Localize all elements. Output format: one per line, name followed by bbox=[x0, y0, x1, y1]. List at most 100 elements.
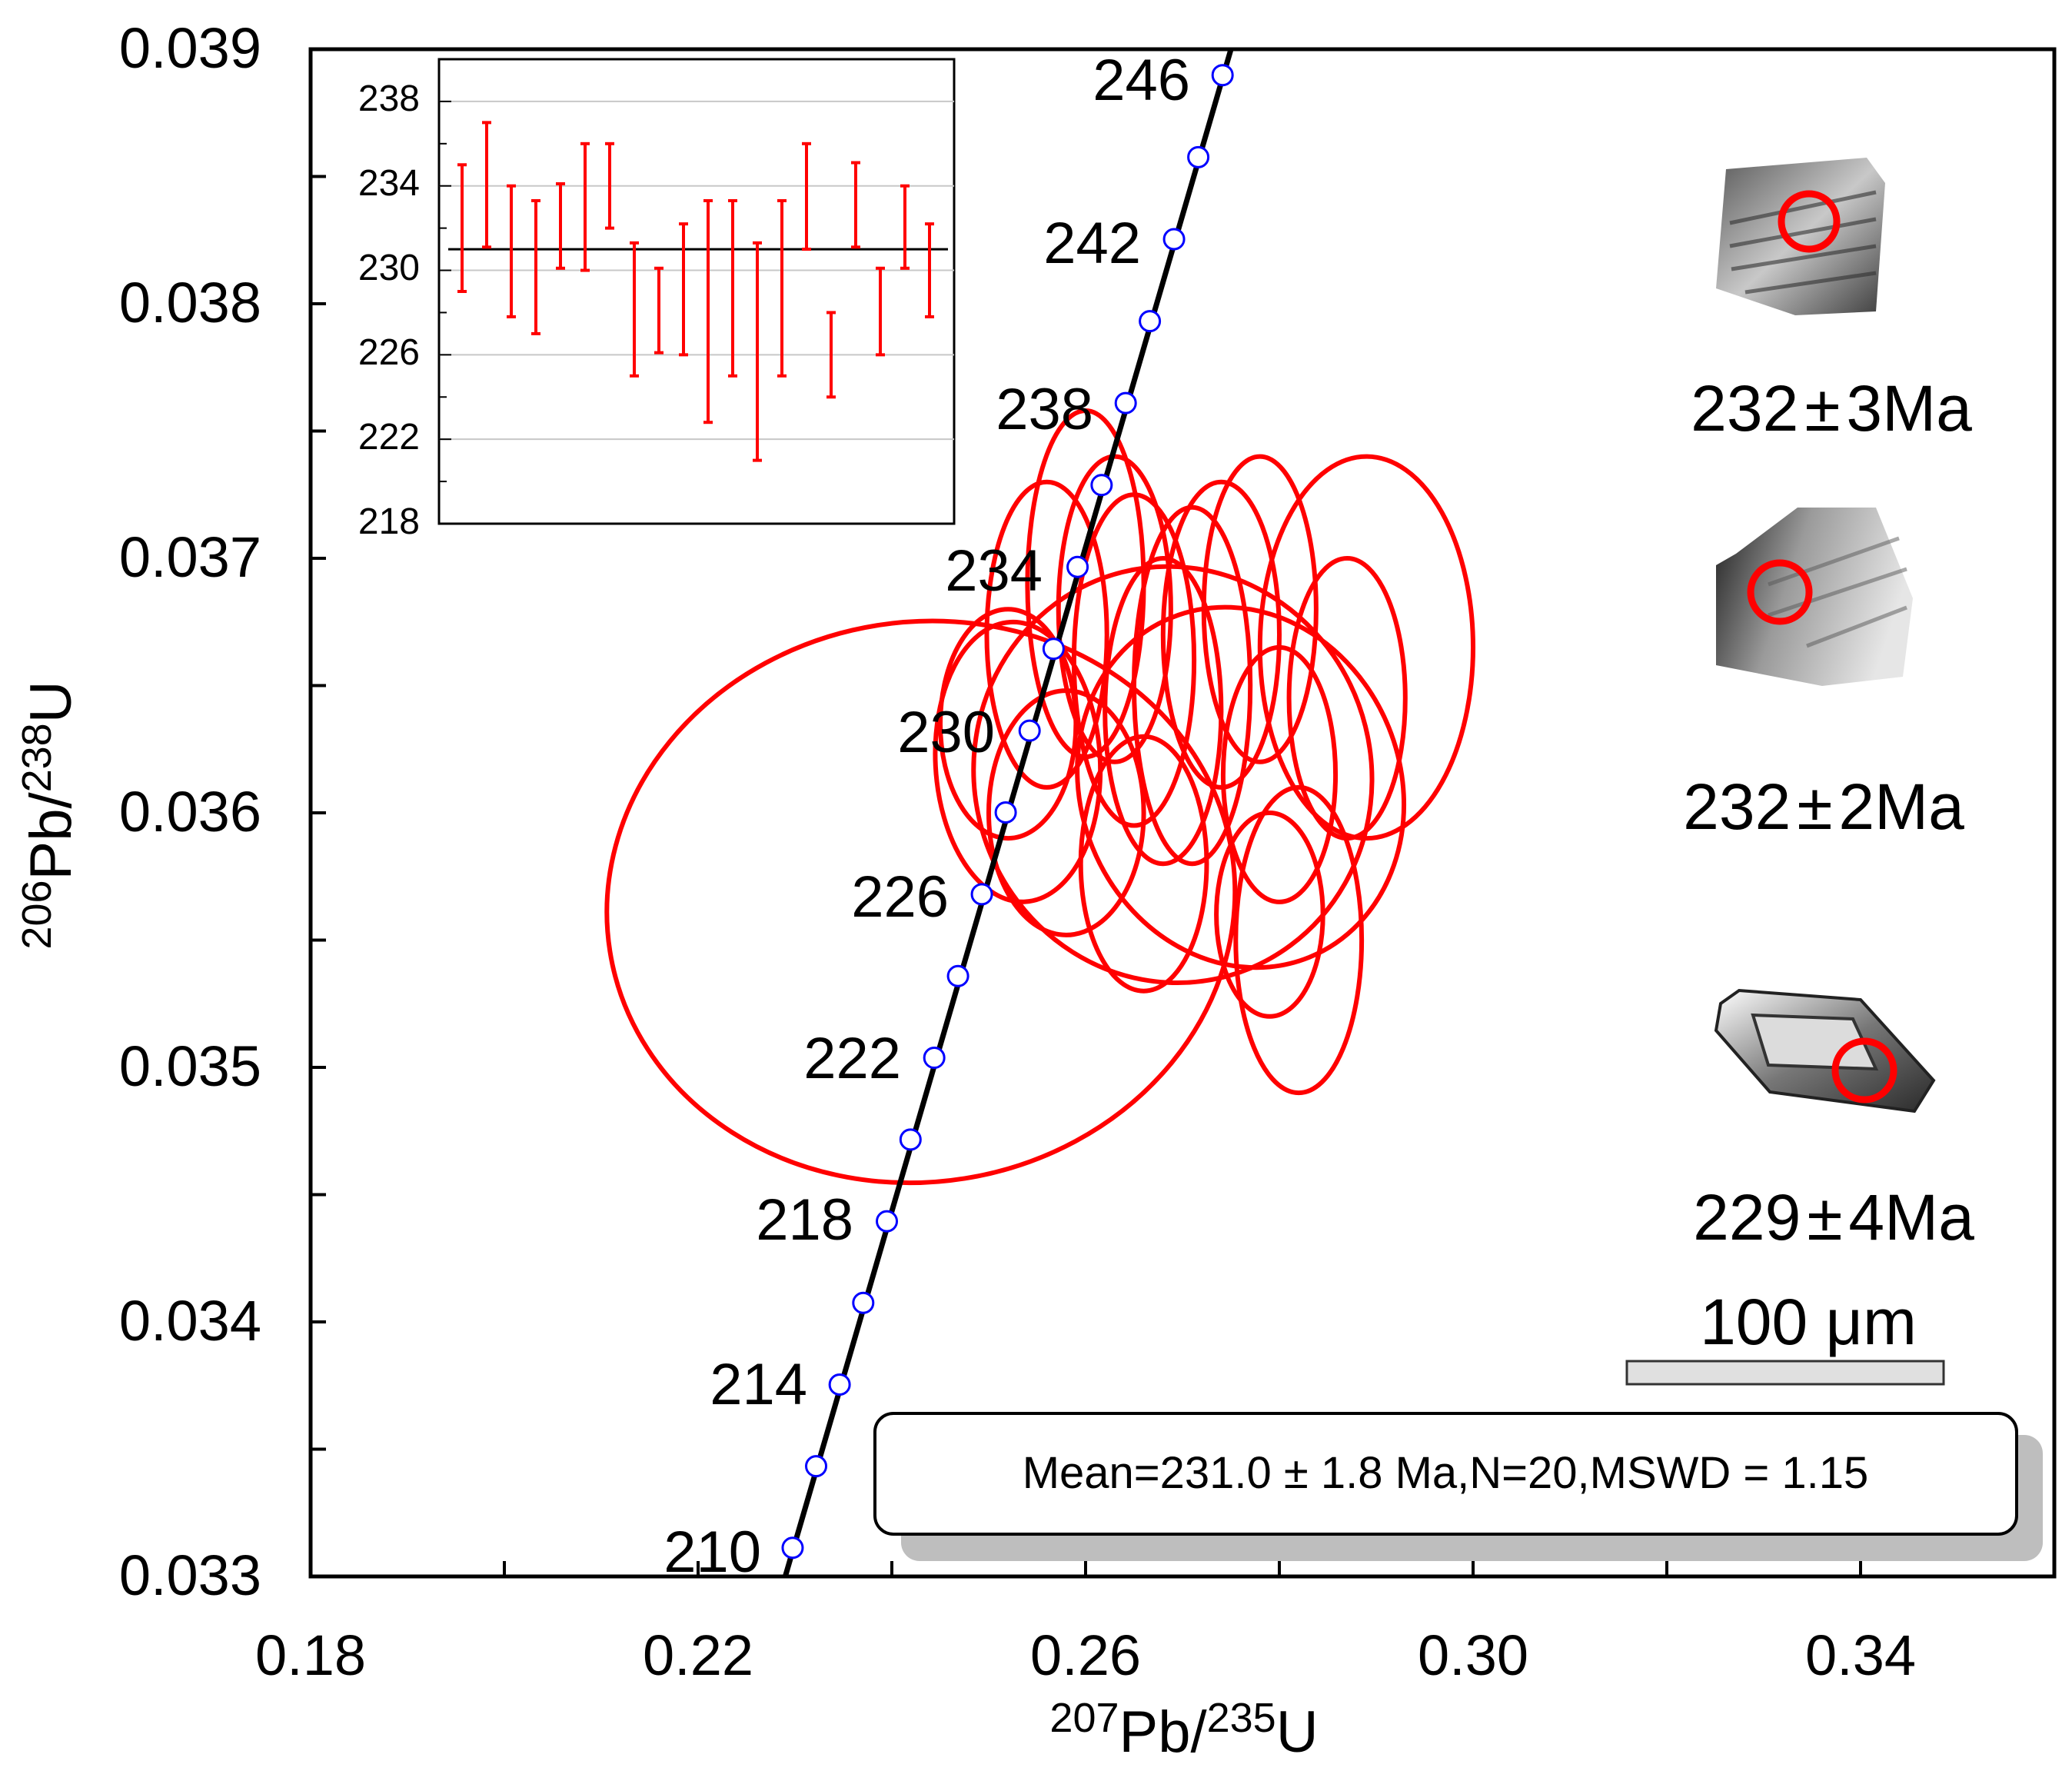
error-ellipse bbox=[1220, 644, 1339, 904]
y-axis-tick-labels: 0.033 0.034 0.035 0.036 0.037 0.038 0.03… bbox=[119, 16, 261, 1607]
y-tick-label: 0.034 bbox=[119, 1289, 261, 1353]
scale-bar-label: 100 μm bbox=[1700, 1286, 1917, 1358]
inset-error-bar bbox=[654, 266, 664, 355]
x-tick-label: 0.34 bbox=[1805, 1623, 1916, 1687]
inset-error-bar bbox=[630, 241, 639, 378]
error-ellipse bbox=[1103, 556, 1224, 867]
scale-bar bbox=[1625, 1360, 1945, 1386]
error-ellipse bbox=[971, 564, 1375, 986]
zircon-age-label: 232±2Ma bbox=[1683, 771, 1964, 843]
age-label: 218 bbox=[756, 1187, 853, 1253]
inset-error-bar bbox=[900, 184, 910, 270]
inset-error-bar bbox=[556, 181, 565, 270]
inset-error-bars bbox=[457, 121, 934, 462]
inset-tick-label: 226 bbox=[358, 332, 420, 373]
y-axis-ticks bbox=[311, 48, 326, 1578]
inset-error-bar bbox=[679, 222, 688, 357]
x-tick-label: 0.18 bbox=[255, 1623, 366, 1687]
concordia-age-marker bbox=[781, 1536, 804, 1560]
concordia-age-markers bbox=[781, 64, 1234, 1560]
age-label: 222 bbox=[803, 1026, 901, 1091]
error-ellipse bbox=[1257, 454, 1476, 841]
inset-error-bar bbox=[580, 141, 590, 272]
age-label: 210 bbox=[664, 1520, 761, 1585]
x-tick-label: 0.26 bbox=[1030, 1623, 1141, 1687]
concordia-age-marker bbox=[1114, 391, 1137, 414]
age-label: 238 bbox=[996, 377, 1093, 442]
error-ellipse bbox=[1201, 454, 1319, 764]
inset-error-bar bbox=[826, 311, 836, 399]
x-tick-label: 0.30 bbox=[1418, 1623, 1528, 1687]
inset-frame bbox=[437, 58, 956, 525]
inset-tick-label: 230 bbox=[358, 248, 420, 288]
zircon-image-2 bbox=[1716, 508, 1913, 686]
error-ellipse bbox=[1078, 734, 1209, 994]
concordia-age-marker bbox=[828, 1373, 851, 1396]
age-label: 242 bbox=[1043, 211, 1141, 276]
inset-error-bar bbox=[507, 184, 516, 318]
inset-tick-label: 218 bbox=[358, 501, 420, 542]
y-tick-label: 0.037 bbox=[119, 525, 261, 589]
error-ellipse bbox=[984, 479, 1109, 790]
error-ellipse bbox=[1286, 556, 1408, 841]
analysis-spot-circle bbox=[1778, 190, 1841, 253]
y-tick-label: 0.039 bbox=[119, 16, 261, 80]
concordia-age-marker bbox=[1090, 474, 1113, 497]
inset-error-bar bbox=[531, 198, 540, 335]
concordia-age-marker bbox=[1162, 228, 1186, 251]
inset-gridlines bbox=[439, 100, 954, 441]
legend-text: Mean=231.0 ± 1.8 Ma,N=20,MSWD = 1.15 bbox=[1023, 1448, 1869, 1498]
inset-error-bar bbox=[605, 141, 614, 230]
analysis-spot-circle bbox=[1747, 559, 1813, 625]
error-ellipse bbox=[604, 618, 1238, 1186]
y-tick-label: 0.035 bbox=[119, 1034, 261, 1098]
concordia-age-marker bbox=[994, 801, 1017, 824]
inset-ticks bbox=[439, 58, 451, 524]
concordia-age-marker bbox=[899, 1128, 922, 1151]
error-ellipse bbox=[1132, 504, 1253, 867]
concordia-age-labels: 210 214 218 222 226 230 234 238 242 246 bbox=[664, 48, 1190, 1585]
inset-tick-labels: 218 222 226 230 234 238 bbox=[358, 78, 420, 542]
x-axis-tick-labels: 0.18 0.22 0.26 0.30 0.34 bbox=[255, 1623, 1916, 1687]
y-tick-label: 0.033 bbox=[119, 1543, 261, 1607]
inset-error-bar bbox=[925, 222, 934, 318]
concordia-age-marker bbox=[1139, 310, 1162, 333]
concordia-age-marker bbox=[852, 1291, 875, 1314]
y-tick-label: 0.036 bbox=[119, 780, 261, 844]
inset-error-bar bbox=[802, 141, 811, 251]
y-axis-title: 206Pb/238U bbox=[14, 681, 84, 949]
concordia-age-marker bbox=[1066, 555, 1089, 578]
x-tick-label: 0.22 bbox=[643, 1623, 753, 1687]
inset-error-bar bbox=[876, 266, 885, 357]
age-label: 234 bbox=[945, 538, 1043, 604]
error-ellipse bbox=[1071, 492, 1197, 828]
concordia-age-marker bbox=[946, 964, 969, 987]
inset-error-bar bbox=[728, 198, 737, 378]
zircon-age-label: 232±3Ma bbox=[1691, 372, 1972, 444]
concordia-age-marker bbox=[805, 1455, 828, 1478]
concordia-age-marker bbox=[876, 1210, 899, 1233]
inset-error-bar bbox=[753, 241, 762, 462]
age-label: 246 bbox=[1093, 48, 1190, 113]
error-ellipse bbox=[1214, 811, 1325, 1019]
inset-error-bar bbox=[851, 161, 860, 249]
inset-tick-label: 222 bbox=[358, 417, 420, 458]
zircon-age-label: 229±4Ma bbox=[1693, 1181, 1974, 1253]
legend-box bbox=[873, 1412, 2018, 1536]
concordia-age-marker bbox=[970, 883, 993, 906]
zircon-image-1 bbox=[1716, 158, 1885, 315]
concordia-age-marker bbox=[1042, 637, 1065, 661]
y-tick-label: 0.038 bbox=[119, 271, 261, 335]
inset-error-bar bbox=[777, 198, 787, 378]
inset-tick-label: 234 bbox=[358, 163, 420, 204]
inset-weighted-mean-plot: 218 222 226 230 234 238 bbox=[358, 58, 956, 542]
concordia-age-marker bbox=[1187, 145, 1210, 168]
x-axis-title: 207Pb/235U bbox=[1049, 1695, 1318, 1765]
analysis-spot-circle bbox=[1831, 1037, 1897, 1104]
concordia-age-marker bbox=[1018, 719, 1041, 742]
inset-error-bar bbox=[457, 163, 467, 293]
concordia-age-marker bbox=[1211, 64, 1234, 87]
zircon-image-3 bbox=[1714, 988, 1936, 1114]
inset-error-bar bbox=[703, 198, 713, 424]
